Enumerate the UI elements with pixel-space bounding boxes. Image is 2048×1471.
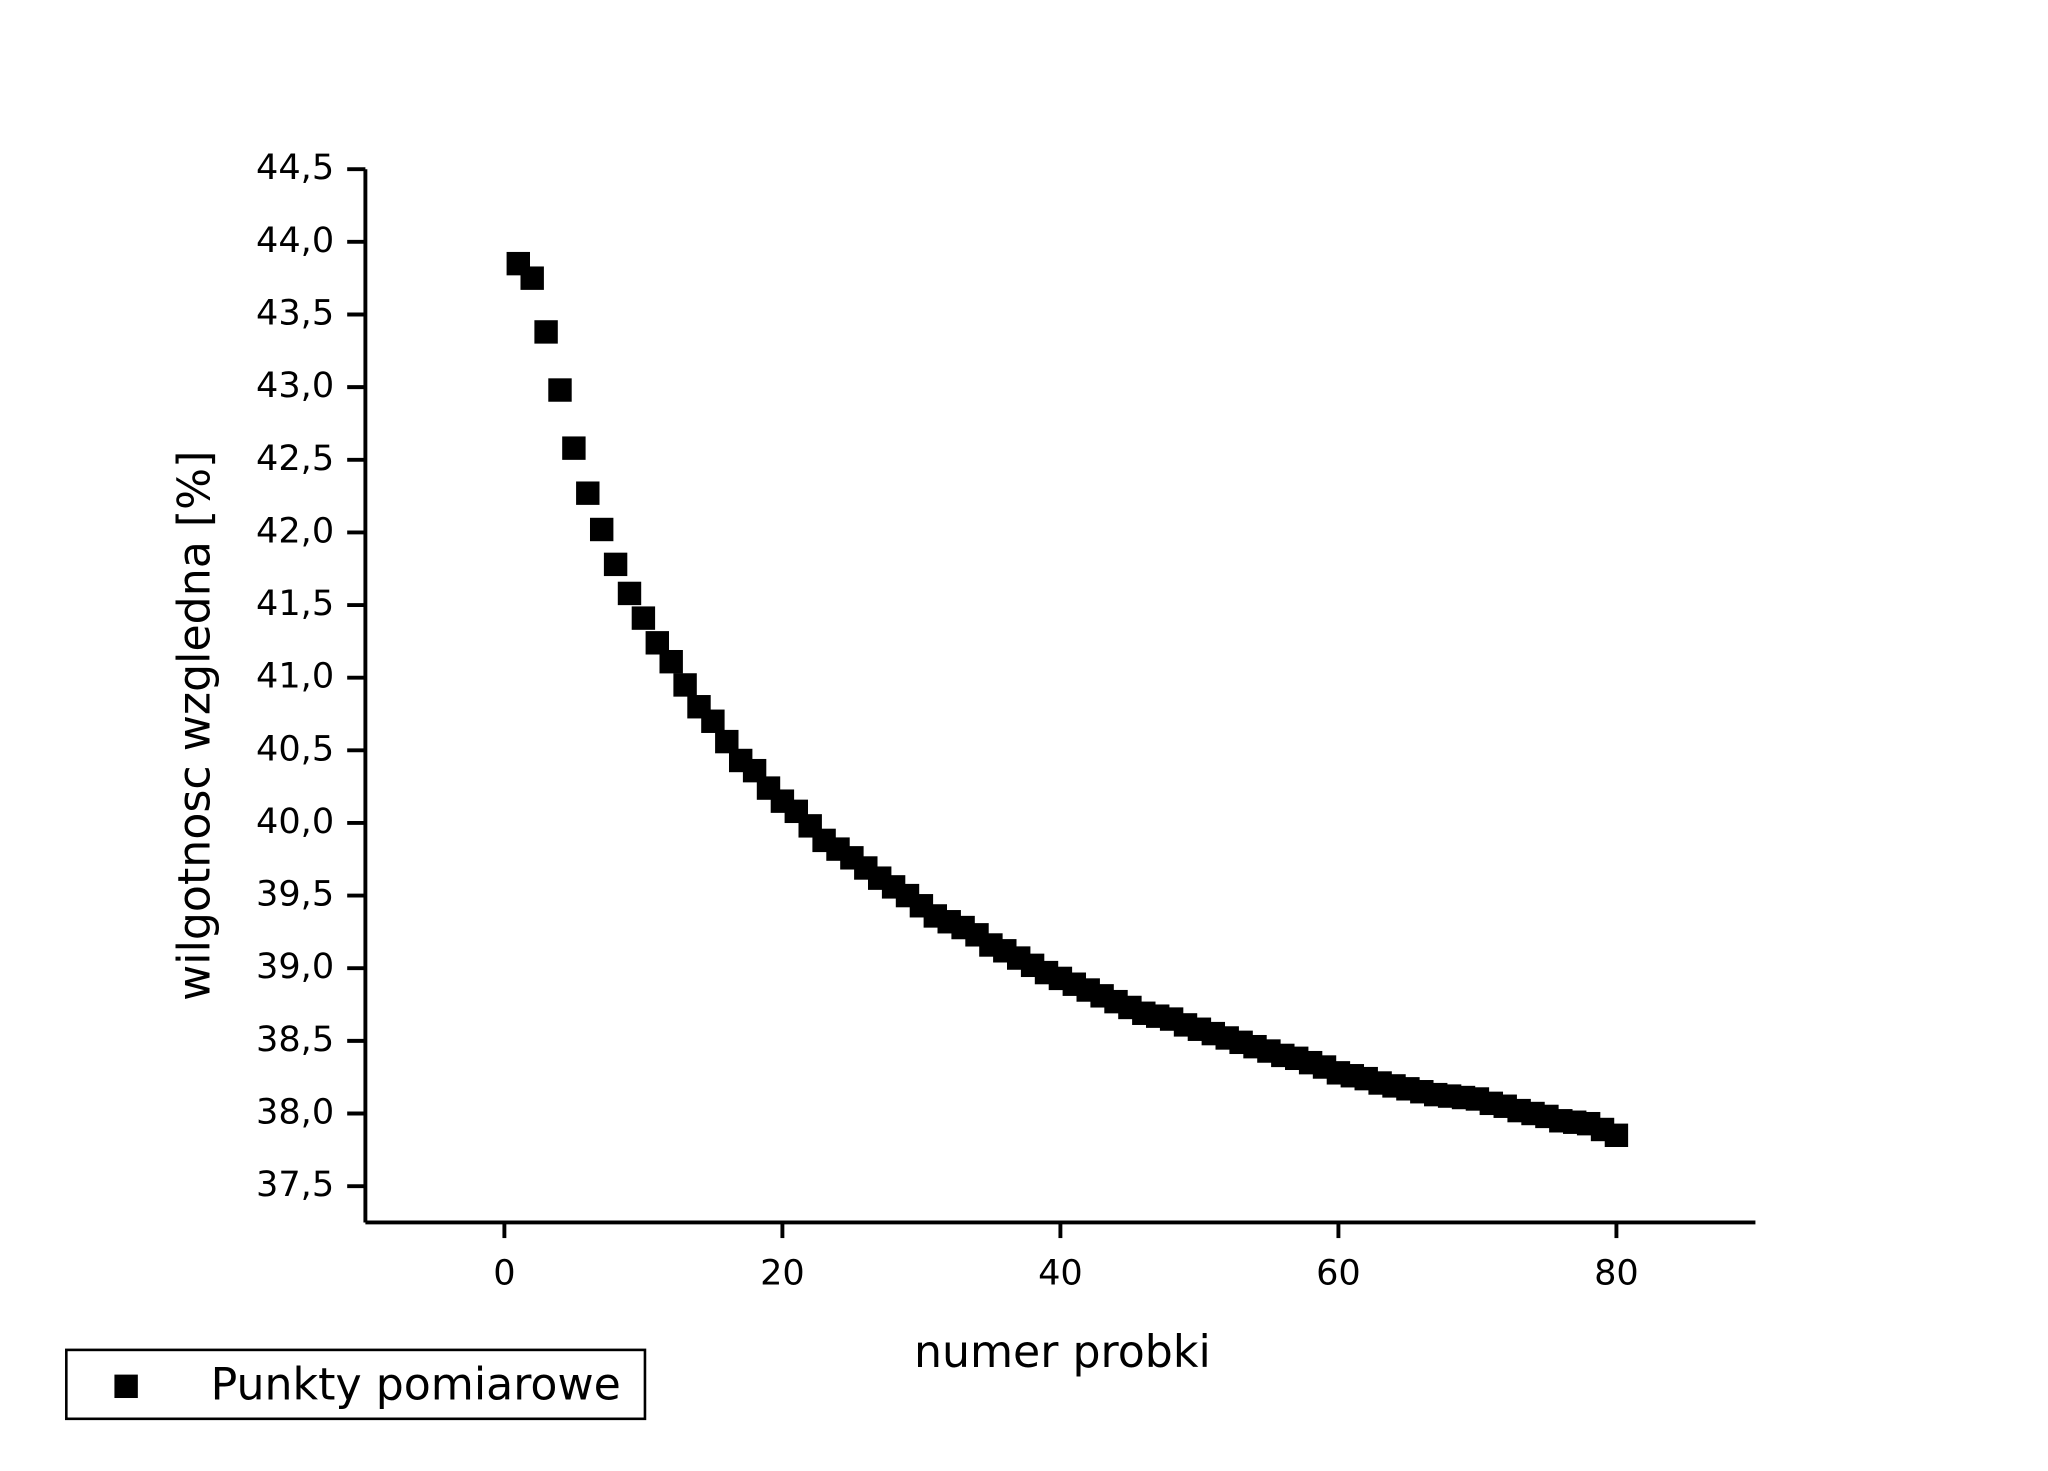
y-tick-label: 37,5 xyxy=(256,1164,334,1205)
y-tick-label: 39,0 xyxy=(256,946,334,987)
data-point xyxy=(617,581,642,606)
data-point xyxy=(548,378,572,402)
legend-label: Punkty pomiarowe xyxy=(211,1360,621,1411)
y-tick-label: 41,5 xyxy=(256,583,334,624)
y-tick-label: 38,0 xyxy=(256,1092,334,1133)
data-point xyxy=(603,552,628,577)
y-tick-label: 40,0 xyxy=(256,801,334,842)
data-point xyxy=(631,606,656,630)
data-point xyxy=(589,517,614,542)
x-tick-label: 60 xyxy=(1316,1252,1361,1293)
data-point xyxy=(576,481,600,505)
x-tick-label: 0 xyxy=(493,1252,515,1293)
data-point xyxy=(562,436,586,460)
y-tick-label: 43,5 xyxy=(256,292,334,333)
data-point xyxy=(673,673,697,697)
y-tick-label: 39,5 xyxy=(256,874,334,915)
y-tick-label: 40,5 xyxy=(256,728,334,769)
data-point xyxy=(520,266,544,290)
data-point xyxy=(534,320,558,344)
data-point xyxy=(645,631,670,655)
y-axis-label: wilgotnosc wzgledna [%] xyxy=(170,451,221,1001)
legend-marker xyxy=(114,1374,138,1399)
y-tick-label: 44,5 xyxy=(256,147,334,188)
x-tick-label: 40 xyxy=(1038,1252,1083,1293)
y-tick-label: 44,0 xyxy=(256,220,334,261)
x-axis-label: numer probki xyxy=(914,1327,1211,1378)
data-point xyxy=(715,729,739,754)
data-point xyxy=(1604,1123,1629,1148)
y-tick-label: 38,5 xyxy=(256,1019,334,1060)
x-tick-label: 80 xyxy=(1594,1252,1639,1293)
data-point xyxy=(659,649,683,674)
legend-box xyxy=(65,1348,647,1421)
y-tick-label: 42,0 xyxy=(256,510,334,551)
y-tick-label: 42,5 xyxy=(256,438,334,479)
x-tick-label: 20 xyxy=(760,1252,805,1293)
y-tick-label: 43,0 xyxy=(256,365,334,406)
y-tick-label: 41,0 xyxy=(256,656,334,697)
data-point xyxy=(701,709,725,733)
